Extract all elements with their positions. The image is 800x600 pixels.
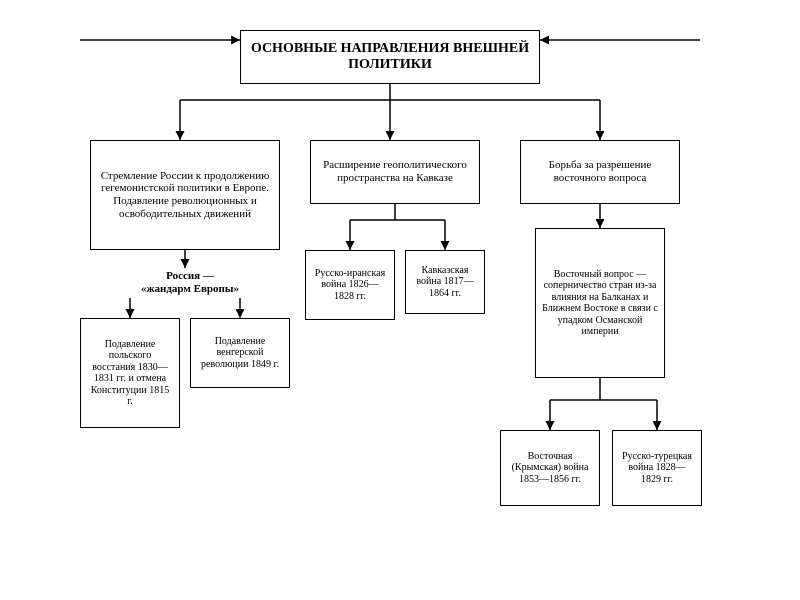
- branch-hegemony-text: Стремление России к продолжению гегемони…: [97, 170, 273, 221]
- branch-eastern-text: Борьба за разрешение восточного вопроса: [527, 159, 673, 184]
- leaf-hungarian-text: Подавление венгерской революции 1849 г.: [197, 336, 283, 371]
- leaf-crimean-war: Восточная (Крымская) война 1853—1856 гг.: [500, 430, 600, 506]
- branch-eastern-question: Борьба за разрешение восточного вопроса: [520, 140, 680, 204]
- leaf-polish-text: Подавление польского восстания 1830—1831…: [87, 339, 173, 408]
- gendarme-line1: Россия —: [166, 270, 214, 282]
- leaf-eastern-question-desc: Восточный вопрос — соперничество стран и…: [535, 228, 665, 378]
- leaf-caucasian-war: Кавказская война 1817—1864 гг.: [405, 250, 485, 314]
- leaf-hungarian-revolution: Подавление венгерской революции 1849 г.: [190, 318, 290, 388]
- leaf-eastern-desc-text: Восточный вопрос — соперничество стран и…: [542, 269, 658, 338]
- leaf-crimean-text: Восточная (Крымская) война 1853—1856 гг.: [507, 451, 593, 486]
- branch-hegemony: Стремление России к продолжению гегемони…: [90, 140, 280, 250]
- leaf-russo-iranian-war: Русско-иранская война 1826—1828 гг.: [305, 250, 395, 320]
- gendarme-line2: «жандарм Европы»: [141, 283, 239, 295]
- branch-caucasus: Расширение геополитического пространства…: [310, 140, 480, 204]
- branch-caucasus-text: Расширение геополитического пространства…: [317, 159, 473, 184]
- title-text: ОСНОВНЫЕ НАПРАВЛЕНИЯ ВНЕШНЕЙ ПОЛИТИКИ: [247, 41, 533, 73]
- leaf-turkish-text: Русско-турецкая война 1828—1829 гг.: [619, 451, 695, 486]
- leaf-polish-uprising: Подавление польского восстания 1830—1831…: [80, 318, 180, 428]
- leaf-iranian-text: Русско-иранская война 1826—1828 гг.: [312, 268, 388, 303]
- leaf-russo-turkish-war: Русско-турецкая война 1828—1829 гг.: [612, 430, 702, 506]
- diagram-canvas: ОСНОВНЫЕ НАПРАВЛЕНИЯ ВНЕШНЕЙ ПОЛИТИКИ Ст…: [80, 30, 720, 570]
- leaf-caucasian-text: Кавказская война 1817—1864 гг.: [412, 265, 478, 300]
- title-box: ОСНОВНЫЕ НАПРАВЛЕНИЯ ВНЕШНЕЙ ПОЛИТИКИ: [240, 30, 540, 84]
- label-gendarme-europe: Россия — «жандарм Европы»: [120, 270, 260, 295]
